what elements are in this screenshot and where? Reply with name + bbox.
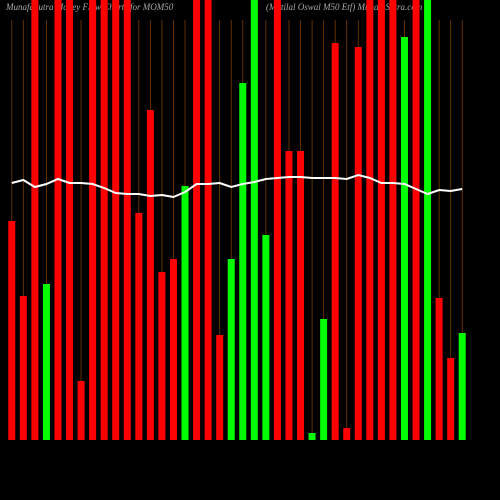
bar bbox=[250, 0, 258, 440]
bar bbox=[193, 0, 201, 440]
bar bbox=[262, 235, 270, 440]
bar bbox=[204, 0, 212, 440]
bar bbox=[181, 186, 189, 440]
bar bbox=[31, 0, 39, 440]
bar bbox=[123, 0, 131, 440]
bar bbox=[389, 0, 397, 440]
bar bbox=[54, 0, 62, 440]
bar bbox=[42, 284, 50, 440]
bar bbox=[227, 259, 235, 440]
bar bbox=[354, 47, 362, 440]
bar bbox=[169, 259, 177, 440]
bar bbox=[135, 213, 143, 440]
bar bbox=[146, 110, 154, 440]
bar bbox=[458, 333, 466, 440]
bar bbox=[331, 43, 339, 440]
bar bbox=[66, 0, 74, 440]
bar bbox=[424, 0, 432, 440]
chart-subtitle: (Motilal Oswal M50 Etf) MunafaSutra.com bbox=[266, 2, 423, 12]
bar bbox=[100, 0, 108, 440]
bar bbox=[320, 319, 328, 440]
bar bbox=[77, 381, 85, 440]
bar bbox=[216, 335, 224, 440]
bar bbox=[435, 298, 443, 440]
flow-line bbox=[11, 173, 463, 199]
bar bbox=[158, 272, 166, 440]
bar bbox=[366, 0, 374, 440]
bar bbox=[447, 358, 455, 440]
bar bbox=[112, 0, 120, 440]
bar bbox=[19, 296, 27, 440]
bar bbox=[273, 0, 281, 440]
bar bbox=[239, 83, 247, 440]
bar bbox=[89, 0, 97, 440]
bar bbox=[308, 433, 316, 440]
bar bbox=[285, 151, 293, 440]
bar bbox=[377, 0, 385, 440]
bar bbox=[412, 0, 420, 440]
bar bbox=[400, 37, 408, 440]
bar bbox=[343, 428, 351, 440]
bar bbox=[8, 221, 16, 440]
bar bbox=[297, 151, 305, 440]
